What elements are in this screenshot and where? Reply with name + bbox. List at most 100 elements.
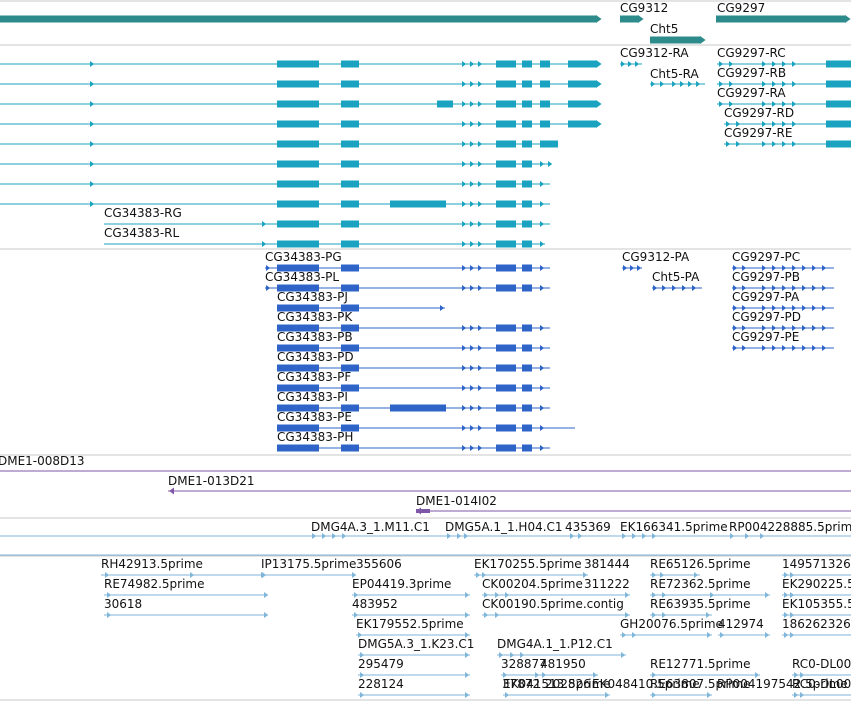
arrow-icon [772,345,777,351]
arrow-icon [360,652,365,658]
arrow-icon [782,81,787,87]
arrow-icon [733,285,738,291]
arrow-icon [707,632,712,638]
exon-block [341,160,359,168]
arrow-icon [652,672,657,678]
exon-block [277,324,319,332]
arrow-icon [465,692,470,698]
arrow-icon [772,61,777,67]
exon-block [277,160,319,168]
arrow-icon [462,325,467,331]
exon-block [341,324,359,332]
exon-block [522,100,532,108]
exon-block [496,100,516,108]
arrow-icon [621,652,626,658]
exon-block [277,424,319,432]
arrow-icon [733,305,738,311]
arrow-icon [729,81,734,87]
arrow-icon [464,533,469,539]
exon-block [522,384,532,392]
arrow-icon [462,405,467,411]
arrow-icon [478,241,483,247]
arrow-icon [696,81,701,87]
exon-block [341,444,359,452]
exon-block [496,180,516,188]
exon-block [277,220,319,228]
exon-block [522,404,532,412]
arrow-icon [794,672,799,678]
arrow-icon [470,365,475,371]
exon-block [496,60,516,68]
arrow-icon [540,181,545,187]
exon-block [277,404,319,412]
arrow-icon [548,161,553,167]
exon-block [496,120,516,128]
exon-block [496,264,516,272]
arrow-icon [470,221,475,227]
exon-block [522,240,532,248]
arrow-icon [470,181,475,187]
arrow-icon [822,265,827,271]
arrow-icon [632,632,637,638]
arrow-icon [478,365,483,371]
arrow-icon [822,285,827,291]
exon-block [568,100,597,108]
arrow-icon [462,445,467,451]
arrow-icon [784,572,789,578]
arrow-icon [792,325,797,331]
arrow-icon [792,305,797,311]
arrow-icon [90,201,95,207]
arrow-icon [360,672,365,678]
arrow-icon [478,81,483,87]
exon-block [341,344,359,352]
arrow-icon [535,672,540,678]
arrow-icon [621,61,626,67]
arrow-icon [107,592,112,598]
exon-block [341,364,359,372]
exon-block [522,200,532,208]
arrow-icon [105,572,110,578]
arrow-icon [470,385,475,391]
arrow-icon [462,161,467,167]
arrow-icon [540,405,545,411]
exon-block [496,140,516,148]
arrow-icon [470,161,475,167]
arrow-icon [660,572,665,578]
exon-block [277,444,319,452]
arrow-icon [632,533,637,539]
exon-block [341,180,359,188]
arrow-icon [672,285,677,291]
arrow-icon [652,612,657,618]
arrow-icon [476,572,481,578]
arrow-icon [792,121,797,127]
arrow-icon [729,101,734,107]
arrow-icon [688,81,693,87]
arrow-icon [457,533,462,539]
arrow-icon [802,345,807,351]
arrow-icon [462,201,467,207]
arrow-icon [802,325,807,331]
arrow-icon [540,385,545,391]
arrow-icon [772,325,777,331]
exon-block [496,384,516,392]
arrow-icon [312,533,317,539]
arrow-icon [784,592,789,598]
arrow-icon [736,121,741,127]
arrow-icon [262,221,267,227]
arrow-icon [762,81,767,87]
arrow-icon [700,36,706,44]
arrow-icon [262,572,267,578]
arrow-icon [90,161,95,167]
arrow-icon [784,632,789,638]
arrow-icon [782,121,787,127]
exon-block [568,120,597,128]
arrow-icon [772,81,777,87]
arrow-icon [540,425,545,431]
arrow-icon [800,672,805,678]
exon-block [341,120,359,128]
exon-block [277,384,319,392]
exon-block [522,140,532,148]
arrow-icon [465,592,470,598]
arrow-icon [462,221,467,227]
